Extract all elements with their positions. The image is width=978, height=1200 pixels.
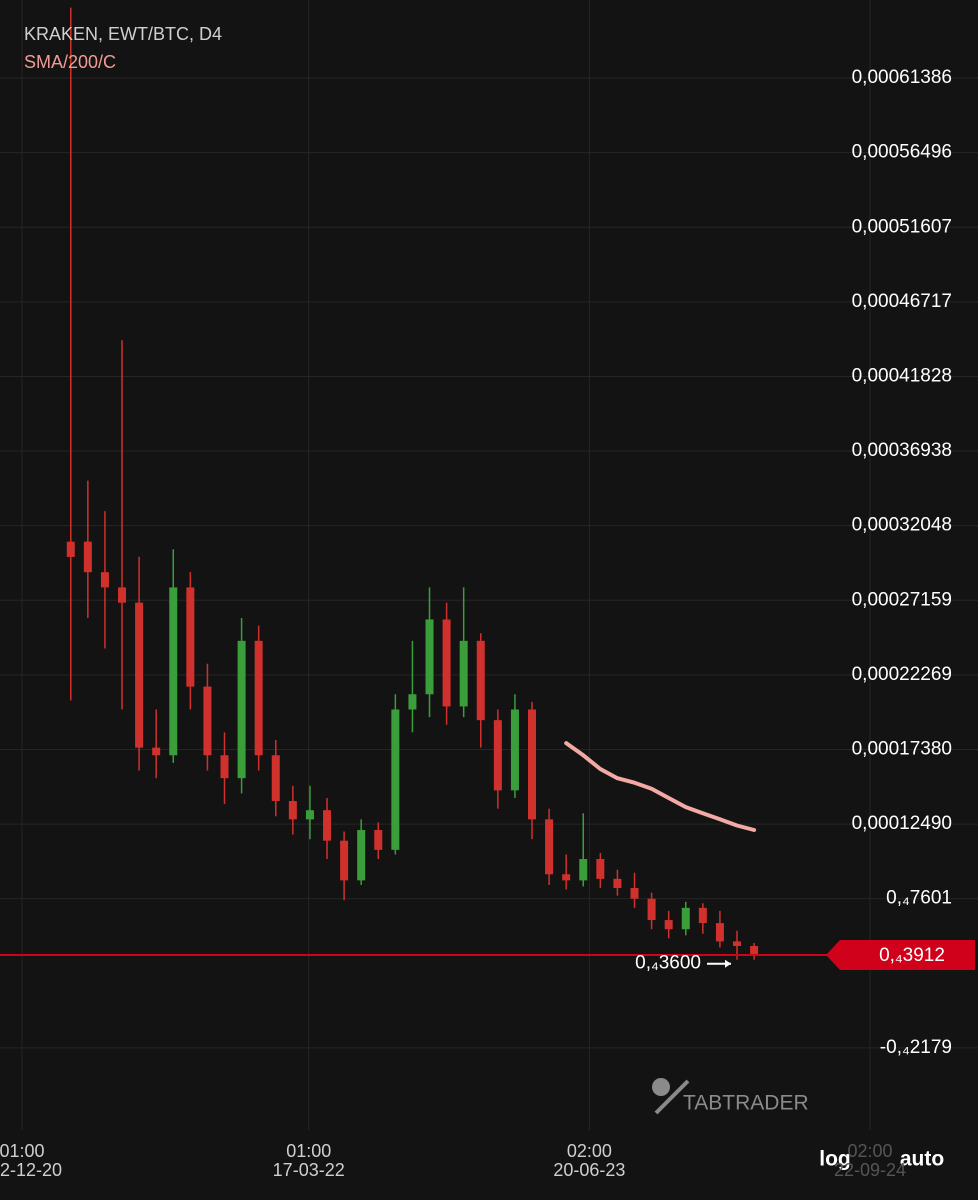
candle-body — [237, 640, 246, 779]
candle-body — [254, 640, 263, 756]
log-button[interactable]: log — [819, 1148, 851, 1171]
candle-body — [750, 945, 759, 955]
candle-body — [220, 755, 229, 779]
watermark-dot — [652, 1078, 670, 1096]
candle-body — [425, 619, 434, 695]
candle-body — [442, 619, 451, 707]
overlay-legend: SMA/200/C — [24, 52, 116, 72]
y-tick-label: 0,00017380 — [852, 738, 952, 759]
overlay-line — [564, 741, 757, 832]
candle-body — [562, 874, 571, 881]
y-tick-label: 0,00061386 — [852, 67, 952, 88]
candle-body — [186, 587, 195, 687]
y-tick-label: 0,00022269 — [852, 664, 952, 685]
candle-body — [203, 686, 212, 756]
candle-body — [391, 709, 400, 850]
candle-body — [459, 640, 468, 707]
y-tick-label: 0,00056496 — [852, 142, 952, 163]
last-price-tag — [826, 939, 975, 970]
x-tick-time: 02:00 — [847, 1141, 892, 1161]
candle-body — [374, 830, 383, 850]
chart-title: KRAKEN, EWT/BTC, D4 — [24, 24, 222, 44]
y-tick-label: 0,00041828 — [852, 365, 952, 386]
candle-body — [476, 640, 485, 721]
candle-body — [510, 709, 519, 791]
candle-body — [323, 810, 332, 841]
y-tick-label: 0,00051607 — [852, 216, 952, 237]
candle-body — [630, 888, 639, 899]
x-tick-time: 01:00 — [286, 1141, 331, 1161]
watermark: TABTRADER — [652, 1078, 809, 1115]
y-tick-label: 0,00027159 — [852, 589, 952, 610]
min-marker-label: 0,₄3600 — [635, 953, 701, 974]
candle-body — [169, 587, 178, 756]
auto-button[interactable]: auto — [900, 1148, 944, 1171]
candle-body — [681, 907, 690, 930]
x-tick-label: 22-09-24 — [834, 1160, 906, 1180]
candle-body — [152, 747, 161, 756]
last-price-label: 0,₄3912 — [879, 945, 945, 966]
x-tick-label: 2-12-20 — [0, 1160, 62, 1180]
candle-body — [357, 830, 366, 881]
candle-body — [698, 907, 707, 924]
candle-body — [493, 720, 502, 791]
x-tick-time: 01:00 — [0, 1141, 44, 1161]
min-marker-arrowhead — [725, 959, 732, 968]
candle-body — [408, 694, 417, 710]
candle-body — [647, 898, 656, 921]
candle-body — [528, 709, 537, 820]
candle-body — [135, 602, 144, 748]
y-tick-label: 0,00032048 — [852, 515, 952, 536]
candle-body — [545, 819, 554, 875]
candle-body — [733, 941, 742, 946]
candle-body — [271, 755, 280, 802]
y-tick-label: 0,₄7601 — [886, 888, 952, 909]
candle-body — [118, 587, 127, 603]
candle-body — [100, 572, 109, 588]
x-tick-label: 20-06-23 — [553, 1160, 625, 1180]
x-tick-label: 17-03-22 — [273, 1160, 345, 1180]
y-tick-label: 0,00012490 — [852, 813, 952, 834]
candle-body — [613, 878, 622, 889]
candle-body — [664, 920, 673, 930]
candle-body — [579, 859, 588, 881]
y-tick-label: 0,00046717 — [852, 291, 952, 312]
candle-body — [83, 541, 92, 573]
candle-body — [340, 840, 349, 881]
candle-body — [288, 801, 297, 820]
watermark-text: TABTRADER — [683, 1092, 809, 1115]
plot — [0, 7, 838, 960]
candle-body — [66, 541, 75, 557]
y-tick-label: 0,00036938 — [852, 440, 952, 461]
candle-body — [596, 859, 605, 879]
candle-body — [305, 810, 314, 820]
grid — [0, 0, 978, 1130]
y-tick-label: -0,₄2179 — [880, 1037, 952, 1058]
y-axis: 0,00061386 0,00056496 0,00051607 0,00046717… — [852, 67, 952, 1058]
candle-body — [715, 923, 724, 942]
x-tick-time: 02:00 — [567, 1141, 612, 1161]
watermark-slash — [654, 1079, 690, 1115]
